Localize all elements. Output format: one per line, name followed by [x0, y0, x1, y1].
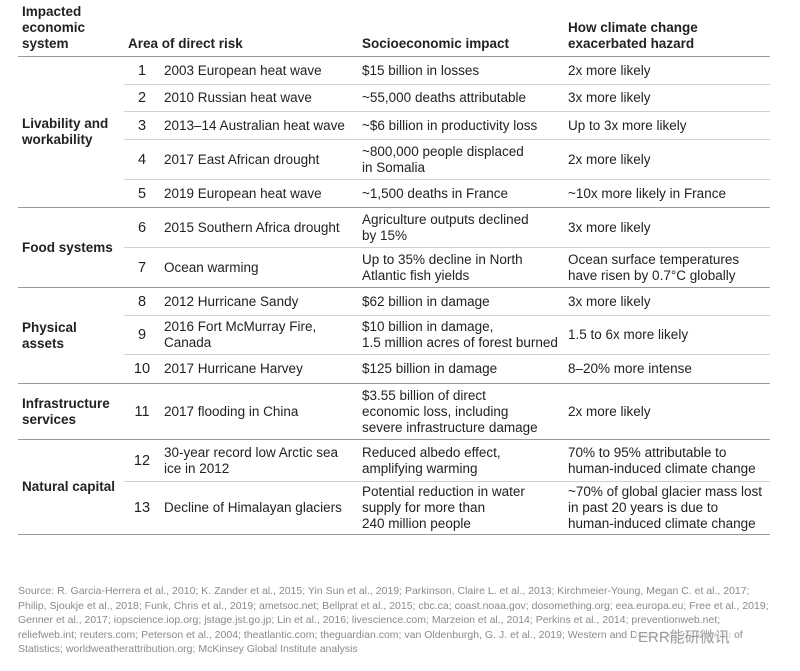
table-row: Food systems 6 2015 Southern Africa drough…: [18, 207, 771, 288]
hazard: 1.5 to 6x more likely: [564, 315, 771, 355]
table-row: 2 2010 Russian heat wave ~55,000 deaths at…: [18, 84, 771, 112]
table-row: 13 Decline of Himalayan glaciers Potential…: [18, 481, 771, 535]
impact: Agriculture outputs declined by 15%: [358, 207, 565, 248]
system-cell: Food systems: [18, 207, 124, 288]
table-row: 10 2017 Hurricane Harvey $125 billion in d…: [18, 354, 771, 384]
table-row: 5 2019 European heat wave ~1,500 deaths in…: [18, 179, 771, 208]
impact: ~1,500 deaths in France: [358, 179, 565, 208]
table-row: Infrastructure services 11 2017 flooding i…: [18, 383, 771, 440]
hazard: 2x more likely: [564, 139, 771, 180]
row-number: 5: [124, 179, 160, 208]
row-number: 11: [124, 383, 160, 440]
risk-area: 2019 European heat wave: [160, 179, 359, 208]
risk-area: 2003 European heat wave: [160, 56, 359, 85]
table-row: Natural capital 12 30-year record low Arct…: [18, 439, 771, 535]
risk-area: 30-year record low Arctic sea ice in 201…: [160, 439, 359, 482]
hazard: ~10x more likely in France: [564, 179, 771, 208]
row-number: 3: [124, 111, 160, 140]
hazard: 3x more likely: [564, 84, 771, 112]
table-body: Livability and workability 1 2003 European…: [18, 56, 771, 535]
impact: ~55,000 deaths attributable: [358, 84, 565, 112]
header-row: Impacted economic system Area of direct …: [18, 0, 771, 57]
risk-area: 2017 Hurricane Harvey: [160, 354, 359, 384]
header-cell: Area of direct risk: [124, 0, 359, 57]
row-number: 7: [124, 247, 160, 288]
impact: $15 billion in losses: [358, 56, 565, 85]
risk-area: 2017 flooding in China: [160, 383, 359, 440]
risk-area: Ocean warming: [160, 247, 359, 288]
system-cell: Infrastructure services: [18, 383, 124, 440]
system-cell: Livability and workability: [18, 56, 124, 208]
hazard: 3x more likely: [564, 207, 771, 248]
system-cell: Natural capital: [18, 439, 124, 535]
table-row: 3 2013–14 Australian heat wave ~$6 billion…: [18, 111, 771, 140]
row-number: 2: [124, 84, 160, 112]
row-number: 13: [124, 481, 160, 535]
risk-table: Impacted economic system Area of direct …: [18, 0, 771, 535]
table-row: Livability and workability 1 2003 European…: [18, 56, 771, 208]
impact: ~800,000 people displaced in Somalia: [358, 139, 565, 180]
row-number: 4: [124, 139, 160, 180]
impact: $10 billion in damage, 1.5 million acres…: [358, 315, 565, 355]
hazard: 8–20% more intense: [564, 354, 771, 384]
impact: Potential reduction in water supply for …: [358, 481, 565, 535]
hazard: 3x more likely: [564, 287, 771, 316]
impact: Up to 35% decline in North Atlantic fish…: [358, 247, 565, 288]
header-cell: Socioeconomic impact: [358, 0, 565, 57]
table-row: 9 2016 Fort McMurray Fire, Canada $10 bill…: [18, 315, 771, 355]
impact: $3.55 billion of direct economic loss, i…: [358, 383, 565, 440]
risk-area: Decline of Himalayan glaciers: [160, 481, 359, 535]
hazard: Ocean surface temperatures have risen by…: [564, 247, 771, 288]
risk-area: 2010 Russian heat wave: [160, 84, 359, 112]
impact: $125 billion in damage: [358, 354, 565, 384]
row-number: 6: [124, 207, 160, 248]
header-cell: Impacted economic system: [18, 0, 124, 57]
impact: Reduced albedo effect, amplifying warmin…: [358, 439, 565, 482]
risk-area: 2015 Southern Africa drought: [160, 207, 359, 248]
hazard: ~70% of global glacier mass lost in past…: [564, 481, 771, 535]
risk-area: 2017 East African drought: [160, 139, 359, 180]
table-row: Physical assets 8 2012 Hurricane Sandy $62 …: [18, 287, 771, 384]
row-number: 10: [124, 354, 160, 384]
table-row: 4 2017 East African drought ~800,000 peopl…: [18, 139, 771, 180]
watermark: ERR能研微讯: [636, 626, 732, 647]
risk-area: 2016 Fort McMurray Fire, Canada: [160, 315, 359, 355]
impact: ~$6 billion in productivity loss: [358, 111, 565, 140]
row-number: 12: [124, 439, 160, 482]
header-cell: How climate change exacerbated hazard: [564, 0, 771, 57]
row-number: 8: [124, 287, 160, 316]
row-number: 9: [124, 315, 160, 355]
source-note: Source: R. Garcia-Herrera et al., 2010; …: [18, 585, 769, 655]
hazard: Up to 3x more likely: [564, 111, 771, 140]
table-row: 7 Ocean warming Up to 35% decline in North…: [18, 247, 771, 288]
hazard: 2x more likely: [564, 383, 771, 440]
risk-area: 2013–14 Australian heat wave: [160, 111, 359, 140]
system-cell: Physical assets: [18, 287, 124, 384]
hazard: 70% to 95% attributable to human-induced…: [564, 439, 771, 482]
impact: $62 billion in damage: [358, 287, 565, 316]
risk-area: 2012 Hurricane Sandy: [160, 287, 359, 316]
row-number: 1: [124, 56, 160, 85]
hazard: 2x more likely: [564, 56, 771, 85]
